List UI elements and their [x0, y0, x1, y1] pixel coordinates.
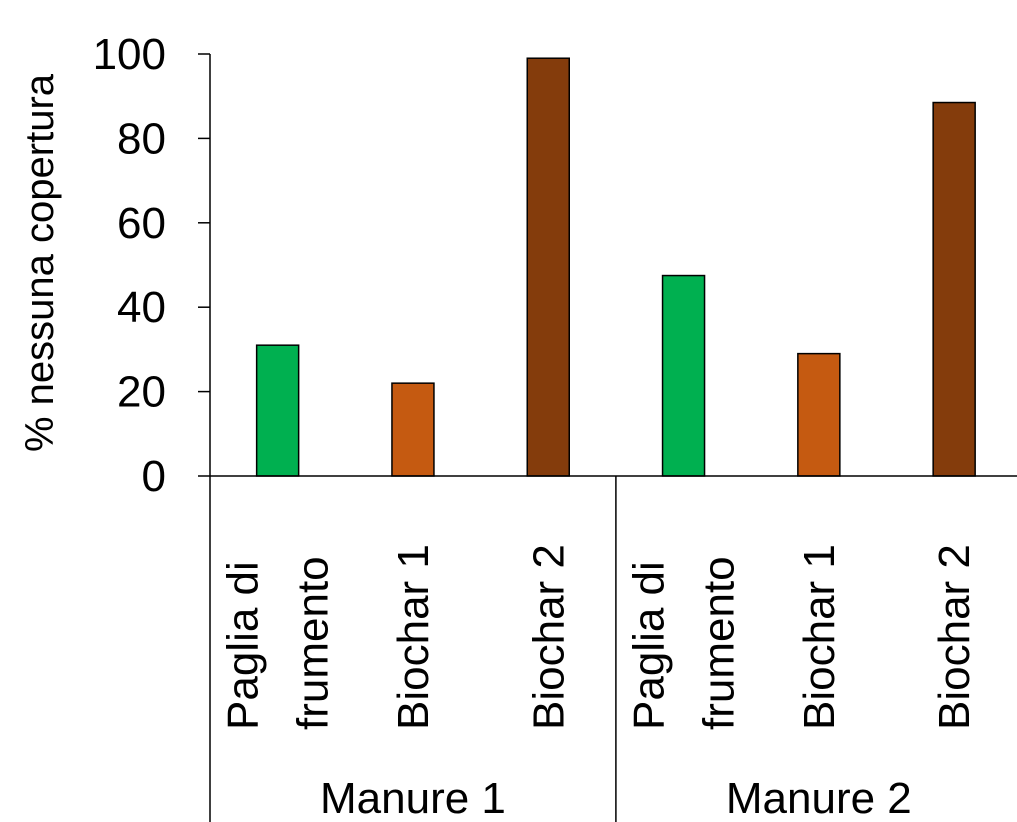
- category-label: Biochar 1: [795, 544, 844, 730]
- bar: [255, 344, 300, 477]
- category-label: Biochar 2: [524, 544, 573, 730]
- x-axis: [209, 475, 1017, 822]
- bar: [797, 352, 841, 477]
- category-label: Biochar 2: [930, 544, 979, 730]
- bar: [661, 274, 706, 477]
- category-label: frumento: [695, 556, 744, 730]
- category-label: Paglia di: [219, 561, 268, 730]
- y-tick-label: 80: [117, 114, 166, 163]
- group-label: Manure 2: [726, 774, 912, 822]
- y-tick-label: 40: [117, 283, 166, 332]
- bar: [932, 101, 976, 477]
- y-axis-title: % nessuna copertura: [18, 73, 62, 452]
- y-tick-label: 100: [93, 30, 166, 79]
- group-label: Manure 1: [320, 774, 506, 822]
- y-tick-label: 20: [117, 368, 166, 417]
- category-label: Biochar 1: [389, 544, 438, 730]
- category-label: Paglia di: [625, 561, 674, 730]
- bars: [255, 57, 976, 477]
- y-tick-label: 0: [142, 452, 166, 501]
- bar: [391, 382, 435, 477]
- category-labels: Paglia di frumento Biochar 1 Biochar 2 Pagli…: [219, 544, 980, 730]
- y-tick-label: 60: [117, 199, 166, 248]
- group-labels: Manure 1 Manure 2: [320, 774, 912, 822]
- y-axis: 0 20 40 60 80 100: [93, 30, 211, 501]
- category-label: frumento: [289, 556, 338, 730]
- bar: [526, 57, 570, 477]
- y-axis-title-group: % nessuna copertura: [18, 73, 62, 452]
